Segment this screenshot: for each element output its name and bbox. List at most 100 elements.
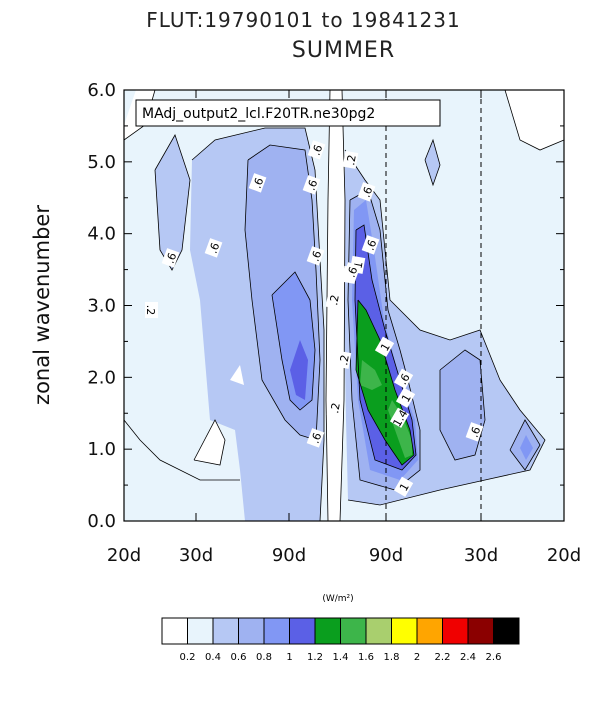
- contour-line: [344, 149, 546, 506]
- contour-label-text: .6: [164, 251, 180, 265]
- y-tick-label: 1.0: [87, 439, 116, 460]
- colorbar-swatch: [493, 617, 520, 645]
- contour-label-bg: [307, 140, 326, 160]
- contour-line: [193, 419, 226, 466]
- contour-label: .6: [306, 246, 325, 266]
- fill-0-4-far-left: [155, 135, 190, 270]
- fill-1-0-left: [290, 340, 308, 400]
- colorbar-swatch: [365, 617, 392, 645]
- contour-label-bg: [342, 262, 361, 282]
- contour-label: .6: [393, 368, 414, 389]
- colorbar-swatch: [238, 617, 265, 645]
- contour-label: .2: [326, 398, 343, 417]
- fill-low-white-a: [194, 420, 225, 465]
- contour-label: 1: [393, 476, 414, 497]
- colorbar-swatch: [467, 617, 494, 645]
- contour-line: [504, 89, 565, 151]
- contour-label-text: .6: [345, 265, 361, 279]
- units-label: (W/m²): [322, 594, 353, 604]
- contour-label: .6: [204, 238, 223, 258]
- contour-label: .6: [361, 235, 380, 255]
- contour-label-bg: [465, 422, 484, 442]
- contour-label-bg: [326, 398, 343, 417]
- contour-label: 1: [395, 387, 416, 408]
- contour-label-text: .6: [309, 249, 325, 263]
- chart-subtitle: SUMMER: [291, 38, 396, 63]
- contour-label: .6: [302, 175, 321, 195]
- y-tick-label: 4.0: [87, 224, 116, 245]
- contour-label-bg: [389, 407, 410, 428]
- contour-label-bg: [393, 476, 414, 497]
- y-axis: 0.0 1.0 2.0 3.0 4.0 5.0 6.0: [87, 80, 564, 532]
- contour-label-text: .6: [207, 241, 223, 255]
- contour-label-bg: [342, 150, 359, 169]
- x-tick-label: 90d: [272, 545, 306, 566]
- chart-title: FLUT:19790101 to 19841231: [146, 8, 461, 32]
- contour-label-bg: [374, 336, 395, 357]
- colorbar-label: 0.6: [231, 652, 247, 663]
- contour-label: .6: [357, 182, 376, 202]
- colorbar-swatch: [314, 617, 341, 645]
- contour-label-bg: [361, 235, 380, 255]
- contour-line: [154, 134, 191, 271]
- contour-line: [339, 89, 346, 522]
- contour-label-bg: [325, 290, 342, 309]
- contour-line: [355, 299, 415, 466]
- colorbar-label: 1: [286, 652, 292, 663]
- x-axis: 20d 30d 90d 90d 30d 20d: [107, 90, 581, 566]
- contour-label-bg: [161, 248, 180, 268]
- colorbar-label: 2: [414, 652, 420, 663]
- fill-low-white-b: [230, 365, 244, 385]
- contour-label-bg: [145, 302, 158, 318]
- fill-0-8-far-right: [520, 435, 533, 460]
- contour-label-text: .6: [364, 238, 380, 252]
- contour-label-text: .6: [468, 425, 484, 439]
- contour-label-bg: [393, 368, 414, 389]
- contour-label-text: .6: [309, 431, 325, 445]
- colorbar-swatch: [187, 617, 214, 645]
- colorbar-label: 1.6: [358, 652, 374, 663]
- contour-label: .2: [325, 290, 342, 309]
- contour-label-bg: [306, 246, 325, 266]
- contour-label-bg: [204, 238, 223, 258]
- contour-label: .2: [335, 350, 352, 369]
- colorbar-swatch: [416, 617, 443, 645]
- contour-line: [271, 271, 316, 411]
- contour-label: .6: [465, 422, 484, 442]
- colorbar-swatch: [161, 617, 188, 645]
- colorbar-swatch: [263, 617, 290, 645]
- colorbar-swatch: [442, 617, 469, 645]
- colorbar-label: 2.6: [486, 652, 502, 663]
- contour-line: [123, 419, 240, 481]
- contour-label-bg: [335, 350, 352, 369]
- contour-label-text: .6: [360, 185, 376, 199]
- colorbar: 0.2 0.4 0.6 0.8 1 1.2 1.4 1.6 1.8 2 2.2 2.4 2.6: [161, 617, 520, 663]
- colorbar-swatch: [289, 617, 316, 645]
- colorbar-swatch: [340, 617, 367, 645]
- y-tick-label: 2.0: [87, 367, 116, 388]
- contour-label-text: 1: [351, 261, 365, 270]
- contour-label-text: .2: [327, 294, 342, 307]
- colorbar-label: 0.4: [205, 652, 221, 663]
- contour-label-text: .6: [251, 176, 267, 190]
- contour-line: [509, 419, 541, 471]
- colorbar-swatch: [391, 617, 418, 645]
- y-axis-label: zonal wavenumber: [30, 205, 54, 405]
- contour-label: 1: [374, 336, 395, 357]
- contour-label-bg: [248, 173, 267, 193]
- contour-label: .6: [307, 140, 326, 160]
- contour-label: .6: [306, 428, 325, 448]
- contour-label-bg: [306, 428, 325, 448]
- y-tick-label: 3.0: [87, 296, 116, 317]
- fill-low-white-right-top: [505, 90, 564, 150]
- contour-labels: .6.6.6.6.6.6.2.2.2.2.2.2.6.6.61111.41.6.…: [144, 140, 484, 497]
- colorbar-label: 1.8: [384, 652, 400, 663]
- contour-label: .6: [342, 262, 361, 282]
- contour-line: [424, 138, 441, 187]
- colorbar-label: 1.2: [307, 652, 323, 663]
- contour-label-bg: [357, 182, 376, 202]
- contour-label: .2: [342, 150, 359, 169]
- contour-label-text: .6: [305, 178, 321, 192]
- contour-label-text: .6: [310, 143, 326, 157]
- case-label-box: [135, 99, 441, 127]
